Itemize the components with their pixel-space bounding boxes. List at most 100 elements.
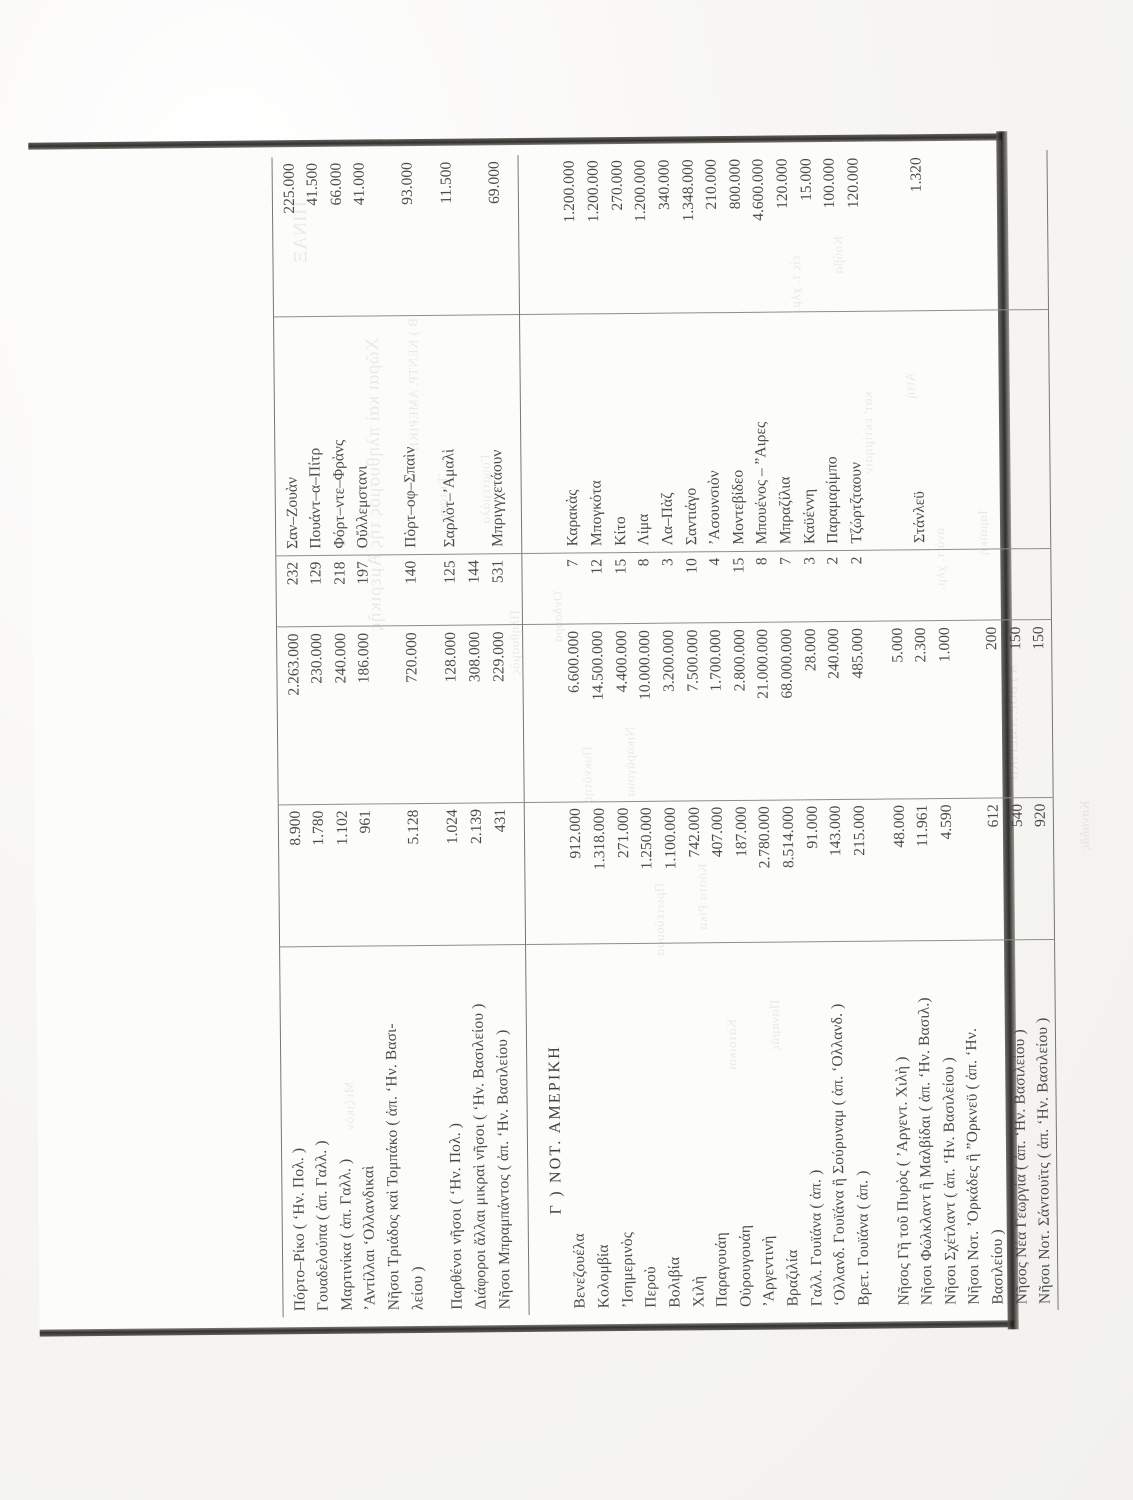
row-country-name: Νῆσοι Τριάδος καὶ Τομπάκο ( ἀπ. ‘Ην. Βασ… [382, 1023, 403, 1311]
row-country-name: Νῆσοι Νοτ. Σάντουϊτς ( ἀπ. ‘Ην. Βασιλείο… [1034, 1017, 1054, 1305]
row-density-value: 8 [633, 551, 658, 624]
row-density-value: 3 [798, 550, 823, 623]
row-capital-name [977, 309, 1004, 549]
row-capital-name: Μοντεβίδεο [725, 312, 752, 552]
row-density-value: 12 [585, 552, 611, 625]
row-capital-name: Καρακὰς [559, 313, 586, 553]
spacer-cell [869, 549, 887, 622]
row-capital-name [460, 314, 487, 554]
row-capital-name: Σαρλὸτ–’Αμαλὶ [436, 314, 463, 555]
row-country-name: Βραζιλία [784, 1249, 802, 1307]
row-country-name: Χιλὴ [689, 1275, 708, 1308]
row-country-name: Παρθένοι νῆσοι ( ‘Ην. Πολ. ) [447, 1122, 466, 1310]
row-area-value: 91.000 [800, 799, 826, 942]
row-capital-name [373, 315, 400, 555]
spacer-cell [870, 621, 888, 799]
row-population-value: 68.000.000 [775, 622, 801, 800]
section-heading-empty-cell [538, 624, 565, 802]
row-density-value [1003, 548, 1028, 621]
row-area-value: 407.000 [706, 800, 732, 943]
row-area-value: 1.780 [307, 803, 333, 947]
row-area-value: 11.961 [911, 798, 937, 941]
row-population-value: 7.500.000 [681, 623, 707, 801]
row-area-value: 1.024 [441, 802, 467, 946]
row-capital-name: Παραμαρίμπο [819, 311, 846, 551]
row-country-name: Νῆσοι Μπραμπάντος ( ἀπ. ‘Ην. Βασιλείου ) [493, 1029, 514, 1310]
row-capital-name [953, 309, 980, 550]
row-density-value: 8 [751, 550, 776, 623]
row-country-name: Περοὺ [642, 1266, 660, 1308]
row-capital-population-value: 41.000 [348, 156, 374, 316]
row-population-value: 308.000 [463, 625, 489, 803]
row-area-value: 961 [354, 803, 380, 947]
row-population-value: 2.800.000 [728, 622, 754, 801]
row-density-value: 10 [680, 551, 705, 624]
row-density-value: 129 [304, 555, 330, 627]
row-capital-population-value: 41.500 [301, 156, 327, 317]
row-capital-name: Πὸρτ–οφ–Σπαὶν [397, 315, 424, 555]
row-population-value: 230.000 [305, 626, 331, 805]
row-capital-population-value: 340.000 [652, 153, 679, 314]
row-capital-population-value [1023, 149, 1049, 310]
row-population-value: 128.000 [439, 625, 466, 803]
rule-cell [1051, 548, 1060, 620]
row-population-value: 485.000 [846, 621, 872, 800]
row-density-value [375, 554, 401, 627]
row-capital-population-value [999, 150, 1025, 310]
row-area-value: 742.000 [682, 800, 708, 943]
row-population-value: 240.000 [822, 621, 849, 800]
row-capital-population-value [881, 151, 907, 311]
row-country-name: Γαλλ. Γουϊάνα ( ἀπ. ) [806, 1169, 826, 1307]
row-capital-name: Σαν–Ζουὰν [279, 316, 305, 556]
row-country-name: Βασιλείου ) [988, 1229, 1007, 1305]
row-area-value: 215.000 [848, 798, 874, 942]
row-capital-name: Σαντιάγο [678, 312, 705, 552]
row-density-value [979, 548, 1005, 621]
row-population-value: 14.500.000 [586, 624, 612, 802]
row-density-value: 2 [845, 549, 871, 622]
row-capital-name: ’Ασουνσιὸν [701, 312, 728, 552]
row-density-value: 3 [656, 551, 682, 624]
row-country-name: Νῆσος Γῆ τοῦ Πυρὸς ( ’Αργεντ. Χιλὴ ) [892, 1056, 913, 1306]
row-density-value: 7 [562, 552, 587, 625]
row-population-value: 229.000 [486, 624, 513, 803]
row-population-value [376, 626, 402, 804]
row-capital-population-value: 93.000 [395, 156, 421, 316]
row-density-value: 7 [774, 550, 800, 623]
row-population-value: 150 [1027, 619, 1054, 798]
row-area-value: 4.590 [935, 797, 961, 941]
row-density-value [932, 549, 957, 621]
row-area-value: 1.102 [330, 803, 356, 947]
row-country-name: Πόρτο–Ρίκο ( ‘Ην. Πολ. ) [289, 1147, 309, 1312]
row-density-value [909, 549, 934, 622]
row-capital-population-value: 210.000 [700, 153, 726, 313]
row-country-name: Διάφοροι ἄλλαι μικραὶ νῆσοι ( ‘Ην. Βασιλ… [469, 1003, 490, 1310]
row-capital-population-value: 1.348.000 [676, 153, 702, 313]
section-heading-empty-cell [540, 801, 567, 945]
row-capital-population-value [928, 150, 954, 311]
row-area-value: 187.000 [730, 799, 756, 943]
row-capital-population-value: 1.200.000 [629, 153, 655, 314]
row-capital-population-value: 69.000 [482, 155, 508, 315]
row-area-value: 540 [1005, 797, 1031, 940]
row-capital-name: Καϋέννη [796, 311, 823, 551]
row-population-value: 240.000 [329, 626, 355, 804]
rule-cell [1051, 619, 1062, 798]
row-capital-population-value: 1.200.000 [558, 154, 584, 314]
row-capital-name: Πουάντ–α–Πίτρ [302, 316, 329, 556]
page-content-rotated: ΠΙΝΑΞ Χῶραι καὶ πληθυσμὸς τῆς Ἀμερικῆς Ἔκτ… [249, 132, 1133, 1335]
row-country-name: Νῆσοι Νοτ. ’Ορκάδες ἢ ”Ορκνεϋ ( ἀπ. ‘Ην. [963, 1027, 984, 1305]
row-capital-population-value: 100.000 [818, 151, 844, 312]
spacer-cell [871, 798, 890, 942]
row-area-value: 612 [982, 797, 1008, 941]
row-population-value: 1.700.000 [704, 622, 731, 801]
row-population-value: 2.263.000 [282, 626, 308, 805]
row-capital-population-value: 66.000 [324, 156, 350, 317]
spacer-cell [517, 154, 536, 315]
row-area-value: 2.780.000 [753, 799, 779, 943]
row-density-value [956, 548, 981, 621]
section-heading-label: Γ ) ΝΟΤ. ΑΜΕΡΙΚΗ [546, 1044, 565, 1215]
row-area-value [378, 803, 404, 946]
row-population-value: 21.000.000 [751, 622, 778, 800]
